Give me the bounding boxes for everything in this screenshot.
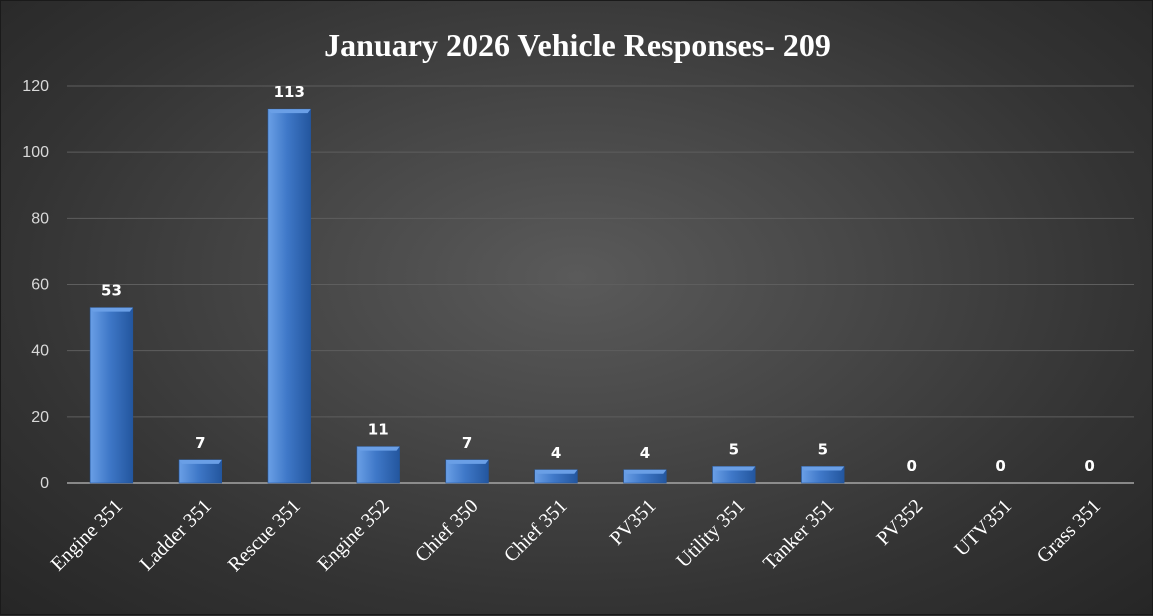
data-label: 4	[640, 444, 650, 462]
bar-top-bevel	[90, 307, 133, 312]
data-label: 0	[906, 457, 916, 475]
x-tick-label: PV352	[872, 495, 927, 550]
data-label: 5	[818, 440, 828, 458]
bar-top-bevel	[179, 459, 222, 464]
bar-top-bevel	[356, 446, 400, 451]
x-tick-label: Rescue 351	[224, 495, 305, 576]
y-tick-label: 60	[31, 277, 49, 294]
bars	[89, 108, 845, 484]
x-tick-label: PV351	[606, 495, 661, 550]
x-tick-label: Chief 350	[411, 495, 483, 567]
x-tick-label: Engine 352	[313, 495, 393, 575]
data-label: 4	[551, 444, 561, 462]
y-tick-label: 20	[31, 409, 49, 426]
data-label: 11	[368, 421, 389, 439]
bar	[89, 307, 134, 484]
y-tick-label: 100	[22, 144, 49, 161]
data-label: 0	[995, 457, 1005, 475]
y-tick-label: 0	[40, 475, 49, 492]
x-tick-label: Utility 351	[672, 495, 749, 572]
x-tick-label: Ladder 351	[136, 495, 216, 575]
data-labels: 53 7 113 11 7 4 4 5 5 0 0 0	[101, 83, 1095, 475]
bar	[356, 446, 400, 484]
data-label: 53	[101, 282, 122, 300]
x-tick-label: Tanker 351	[759, 495, 838, 574]
bar	[267, 108, 311, 484]
bar-top-bevel	[534, 469, 578, 474]
data-label: 113	[274, 83, 305, 101]
data-label: 5	[729, 440, 739, 458]
x-axis-labels: Engine 351 Ladder 351 Rescue 351 Engine 352…	[47, 495, 1105, 576]
data-label: 0	[1084, 457, 1094, 475]
bar-top-bevel	[623, 469, 667, 474]
bar-top-bevel	[445, 459, 489, 464]
y-axis-ticks: 0 20 40 60 80 100 120	[22, 78, 49, 492]
data-label: 7	[462, 434, 472, 452]
gridlines	[67, 85, 1134, 484]
x-tick-label: Engine 351	[47, 495, 127, 575]
x-tick-label: Grass 351	[1033, 495, 1106, 568]
bar-top-bevel	[801, 466, 845, 471]
data-label: 7	[195, 434, 205, 452]
y-tick-label: 120	[22, 78, 49, 95]
chart-title: January 2026 Vehicle Responses- 209	[324, 27, 831, 63]
x-tick-label: Chief 351	[500, 495, 572, 567]
bar-top-bevel	[267, 109, 311, 114]
y-tick-label: 40	[31, 343, 49, 360]
y-tick-label: 80	[31, 210, 49, 227]
bar-top-bevel	[712, 466, 756, 471]
x-tick-label: UTV351	[950, 495, 1016, 561]
